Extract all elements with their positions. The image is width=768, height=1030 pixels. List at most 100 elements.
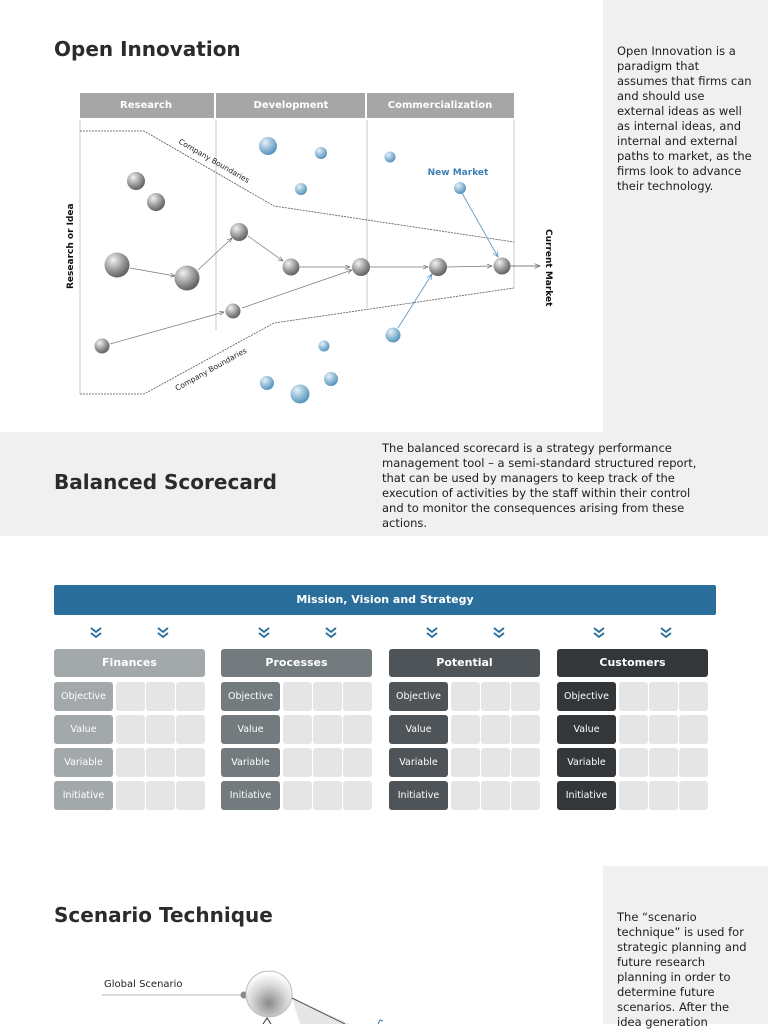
new-market-arrow — [461, 192, 498, 257]
scorecard-cell — [176, 715, 205, 744]
external-idea-sphere — [295, 183, 307, 195]
company-boundaries-bottom-label: Company Boundaries — [174, 346, 249, 393]
potential-variable-label: Variable — [389, 748, 448, 777]
scorecard-cell — [176, 682, 205, 711]
processes-header: Processes — [221, 649, 372, 677]
scorecard-cell — [619, 682, 648, 711]
open-innovation-side-panel — [603, 0, 768, 432]
external-idea-sphere — [318, 340, 330, 352]
customers-variable-label: Variable — [557, 748, 616, 777]
scenario-diagram — [102, 970, 384, 1024]
external-idea-sphere — [260, 376, 274, 390]
external-idea-sphere — [290, 384, 310, 404]
scorecard-cell — [649, 781, 678, 810]
scorecard-cell — [649, 682, 678, 711]
finances-objective-label: Objective — [54, 682, 113, 711]
scenario-technique-title: Scenario Technique — [54, 903, 273, 927]
external-idea-sphere — [385, 327, 401, 343]
scorecard-cell — [451, 781, 480, 810]
scorecard-cell — [481, 781, 510, 810]
scorecard-cell — [283, 781, 312, 810]
finances-value-label: Value — [54, 715, 113, 744]
scorecard-cell — [146, 748, 175, 777]
open-innovation-diagram: Research Development Commercialization C… — [66, 93, 553, 404]
global-scenario-label: Global Scenario — [104, 979, 183, 990]
scorecard-cell — [116, 682, 145, 711]
chevron-down-icon — [660, 627, 672, 639]
scorecard-cell — [451, 715, 480, 744]
research-or-idea-axis-label: Research or Idea — [66, 203, 76, 289]
scorecard-cell — [511, 682, 540, 711]
development-column-header — [216, 93, 365, 118]
scorecard-cell — [313, 715, 342, 744]
flow-arrow — [129, 267, 175, 276]
customers-header: Customers — [557, 649, 708, 677]
scorecard-cell — [146, 715, 175, 744]
potential-header: Potential — [389, 649, 540, 677]
scorecard-cell — [481, 715, 510, 744]
company-boundary-top — [80, 130, 515, 243]
scorecard-cell — [343, 682, 372, 711]
scorecard-cell — [116, 781, 145, 810]
potential-value-label: Value — [389, 715, 448, 744]
idea-sphere — [94, 338, 110, 354]
balanced-scorecard-band — [0, 432, 768, 536]
chevron-down-icon — [426, 627, 438, 639]
idea-sphere — [282, 258, 300, 276]
scenario-funnel-edge — [291, 997, 346, 1024]
idea-sphere — [429, 258, 447, 276]
chevron-down-icon — [593, 627, 605, 639]
current-market-axis-label: Current Market — [543, 229, 553, 307]
open-innovation-description: Open Innovation is a paradigm that assum… — [617, 44, 752, 193]
chevron-down-icon — [157, 627, 169, 639]
scorecard-cell — [619, 715, 648, 744]
flow-arrow — [197, 238, 232, 271]
idea-sphere — [147, 193, 165, 211]
external-idea-sphere — [384, 151, 396, 163]
chevron-down-icon — [493, 627, 505, 639]
idea-sphere — [174, 265, 200, 291]
idea-sphere — [493, 257, 511, 275]
scenario-funnel-body — [292, 998, 350, 1024]
commercialization-header-label: Commercialization — [388, 100, 493, 111]
scorecard-cell — [116, 748, 145, 777]
idea-sphere — [225, 303, 241, 319]
scorecard-cell — [511, 781, 540, 810]
scorecard-cell — [481, 682, 510, 711]
idea-sphere — [127, 172, 145, 190]
processes-variable-label: Variable — [221, 748, 280, 777]
scorecard-cell — [116, 715, 145, 744]
external-idea-sphere — [315, 147, 327, 159]
scorecard-cell — [146, 781, 175, 810]
scorecard-cell — [481, 748, 510, 777]
balanced-scorecard-description: The balanced scorecard is a strategy per… — [382, 441, 697, 530]
customers-value-label: Value — [557, 715, 616, 744]
idea-sphere — [104, 252, 130, 278]
scorecard-cell — [313, 682, 342, 711]
scenario-branch-marker — [377, 1019, 384, 1024]
company-boundary-bottom — [80, 287, 515, 395]
scorecard-cell — [283, 748, 312, 777]
potential-initiative-label: Initiative — [389, 781, 448, 810]
scenario-side-panel — [603, 866, 768, 1024]
scorecard-cell — [511, 748, 540, 777]
flow-arrow — [109, 312, 224, 345]
scorecard-cell — [619, 748, 648, 777]
scorecard-cell — [451, 682, 480, 711]
chevron-down-icon — [258, 627, 270, 639]
research-header-label: Research — [120, 100, 172, 111]
flow-arrow — [241, 270, 352, 309]
scorecard-cell — [451, 748, 480, 777]
potential-objective-label: Objective — [389, 682, 448, 711]
chevron-down-icon — [90, 627, 102, 639]
open-innovation-title: Open Innovation — [54, 37, 241, 61]
scenario-funnel-top — [245, 970, 293, 1018]
flow-arrow — [446, 266, 492, 267]
new-market-label: New Market — [428, 168, 489, 178]
research-column-header — [80, 93, 214, 118]
external-idea-sphere — [324, 372, 338, 386]
scorecard-cell — [511, 715, 540, 744]
idea-sphere — [230, 223, 248, 241]
scorecard-cell — [343, 748, 372, 777]
scorecard-cell — [679, 781, 708, 810]
